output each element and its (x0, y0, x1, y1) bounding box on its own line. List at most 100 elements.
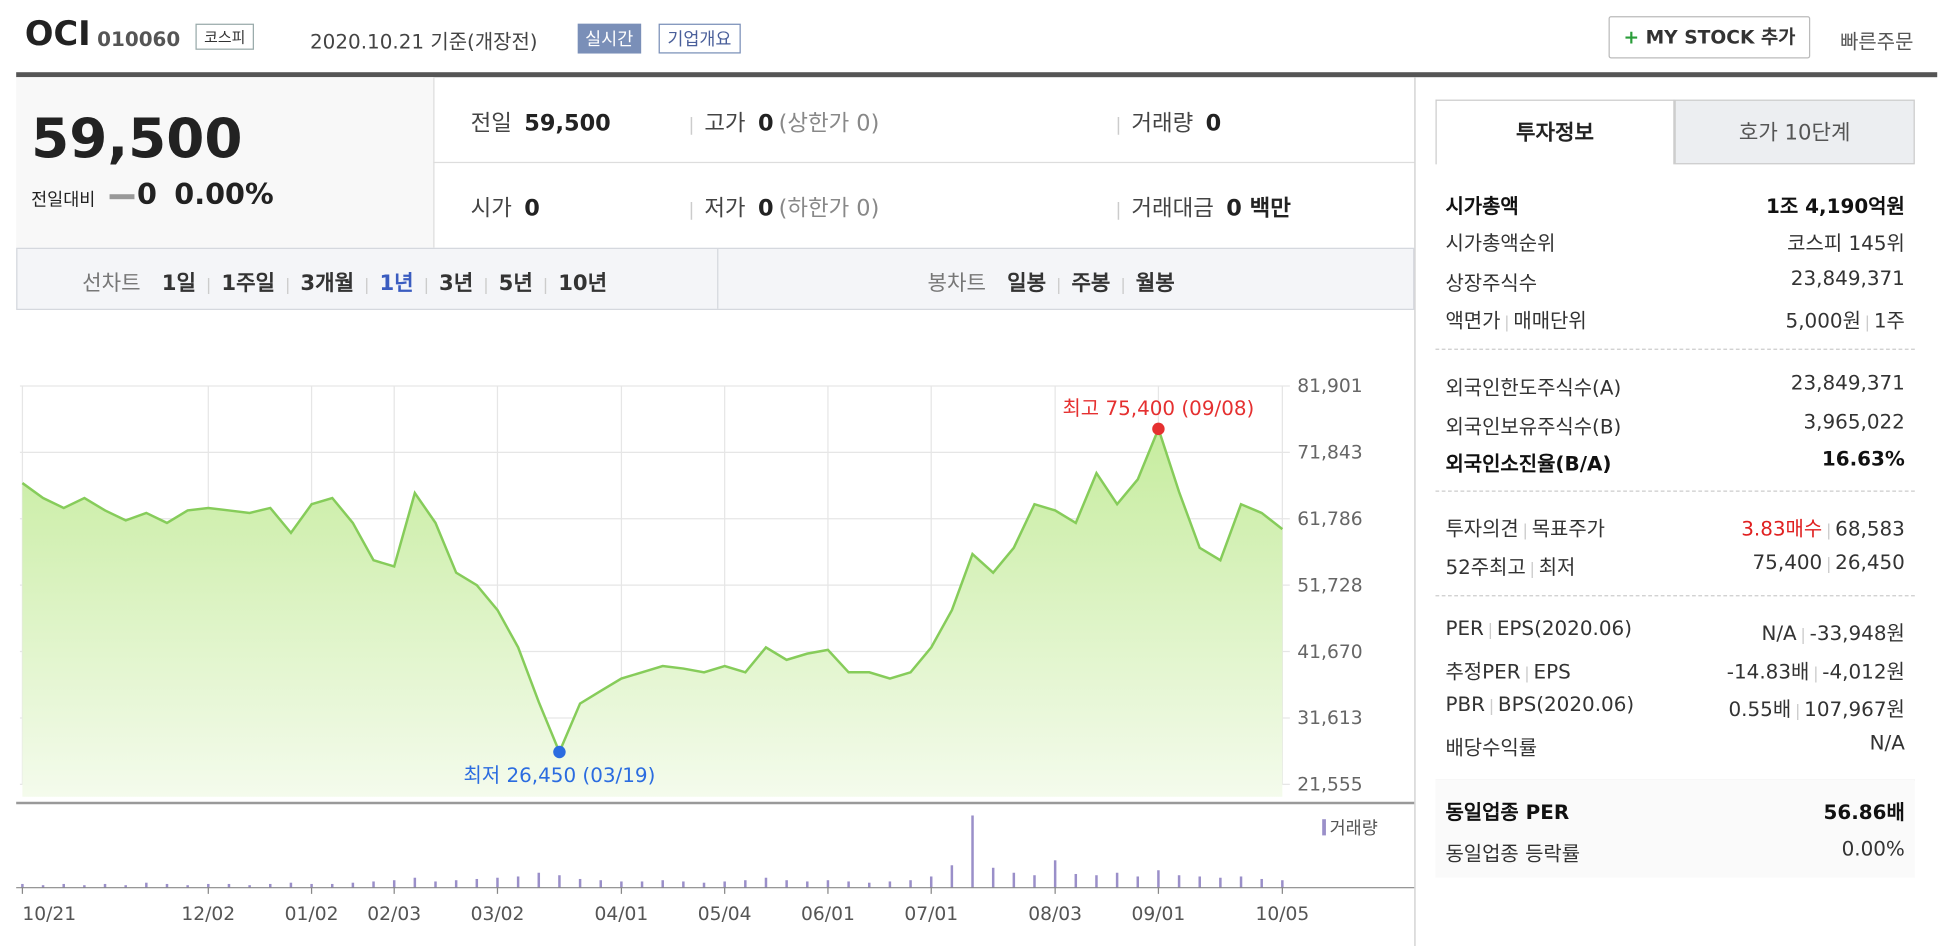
mystock-button[interactable]: + MY STOCK 추가 (1608, 16, 1811, 59)
volume-bar (269, 883, 272, 888)
x-tick-label: 03/02 (471, 904, 525, 925)
separator: | (1115, 115, 1122, 136)
value-part: 1조 4,190억원 (1766, 194, 1905, 218)
volume-bar (1219, 877, 1222, 888)
high-marker (1152, 422, 1165, 436)
info-value: -14.83배 | -4,012원 (1727, 655, 1905, 685)
info-label: PER | EPS(2020.06) (1445, 616, 1632, 646)
x-tick-label: 02/03 (367, 904, 421, 925)
volume-bar (1239, 876, 1243, 888)
tab[interactable]: 1일 (161, 271, 196, 297)
separator: | (1825, 555, 1832, 574)
realtime-button[interactable]: 실시간 (577, 23, 641, 54)
info-row: 동일업종 PER 56.86배 (1445, 796, 1904, 826)
volume-bar (620, 881, 623, 888)
value-part: 75,400 (1752, 550, 1823, 574)
volume-bar (496, 877, 499, 888)
group-divider (1435, 348, 1915, 350)
market-badge: 코스피 (195, 23, 255, 50)
x-tick-label: 09/01 (1132, 904, 1186, 925)
volume-bar (62, 883, 65, 888)
value-part: N/A (1761, 621, 1797, 645)
separator: | (1864, 313, 1871, 333)
bottom-band (1435, 779, 1915, 878)
label-part: 동일업종 등락률 (1445, 841, 1581, 866)
volume-bar (475, 878, 479, 888)
summary-note: (상한가 0) (778, 110, 880, 137)
tab[interactable]: 일봉 (1007, 271, 1047, 297)
tab-divider (717, 249, 719, 309)
tab[interactable]: 1주일 (221, 271, 276, 297)
low-marker (553, 745, 566, 759)
info-row: 외국인한도주식수(A) 23,849,371 (1445, 371, 1904, 401)
info-row: 투자의견 | 목표주가 3.83매수 | 68,583 (1445, 512, 1904, 542)
tab[interactable]: 1년 (379, 271, 414, 297)
info-value: 코스피 145위 (1787, 227, 1905, 257)
volume-bar (744, 880, 747, 888)
summary-value: 0 (524, 195, 540, 222)
quick-order[interactable]: 빠른주문 (1840, 29, 1914, 54)
info-row: 상장주식수 23,849,371 (1445, 266, 1904, 296)
volume-bar (207, 883, 210, 888)
company-button[interactable]: 기업개요 (658, 23, 741, 54)
group-divider (1435, 490, 1915, 492)
price-line (21, 425, 1284, 756)
info-label: 투자의견 | 목표주가 (1445, 512, 1605, 542)
info-value: 75,400 | 26,450 (1753, 550, 1905, 580)
info-label: 외국인보유주식수(B) (1445, 410, 1621, 440)
label-part: 외국인한도주식수(A) (1445, 375, 1622, 400)
tab[interactable]: 3개월 (300, 271, 355, 297)
summary-label: 거래대금 (1131, 195, 1214, 222)
y-tick-label: 51,728 (1297, 575, 1362, 596)
chart-tabs (16, 247, 1415, 311)
tab[interactable]: 10년 (558, 271, 608, 297)
volume-bar (516, 876, 520, 888)
volume-bar (1033, 875, 1036, 888)
summary-label: 거래량 (1131, 110, 1194, 137)
info-value: 16.63% (1822, 447, 1905, 477)
y-tick-label: 31,613 (1297, 708, 1362, 729)
info-row: 외국인소진율(B/A) 16.63% (1445, 447, 1904, 477)
label-part: 배당수익률 (1445, 735, 1538, 760)
info-label: 외국인소진율(B/A) (1445, 447, 1611, 477)
value-part: 16.63% (1821, 446, 1905, 471)
separator: | (1487, 621, 1494, 640)
volume-bar (723, 881, 726, 888)
tab-active[interactable]: 투자정보 (1435, 99, 1675, 165)
value-part: 107,967원 (1804, 697, 1905, 721)
volume-bar (165, 883, 169, 888)
tab[interactable]: 5년 (498, 271, 533, 297)
tab[interactable]: 월봉 (1135, 271, 1175, 297)
change-label: 전일대비 (31, 190, 96, 211)
value-part: 0.55배 (1728, 697, 1792, 721)
summary-cell: 전일 59,500 (471, 106, 616, 138)
separator: | (688, 115, 695, 136)
label-part: EPS (1533, 659, 1571, 684)
quote-box (16, 77, 435, 248)
flat-icon (109, 194, 135, 200)
volume-bar (929, 876, 933, 888)
separator: | (1488, 697, 1495, 716)
separator: | (423, 276, 430, 296)
value-part: 26,450 (1835, 550, 1905, 574)
summary-cell: | 고가 0 (상한가 0) (688, 106, 879, 138)
volume-bar (351, 882, 355, 888)
label-part: PBR (1445, 692, 1485, 716)
tab[interactable]: 주봉 (1071, 271, 1111, 297)
volume-bar (578, 878, 582, 888)
info-value: 1조 4,190억원 (1766, 189, 1905, 219)
summary-label: 시가 (470, 195, 512, 222)
volume-bar (764, 877, 768, 888)
summary-label: 저가 (704, 195, 746, 222)
info-row: PBR | BPS(2020.06) 0.55배 | 107,967원 (1445, 692, 1904, 722)
info-label: 52주최고 | 최저 (1445, 550, 1575, 580)
volume-bar (1157, 870, 1160, 888)
tab[interactable]: 3년 (439, 271, 474, 297)
volume-bar (413, 877, 417, 888)
volume-bar (640, 881, 644, 888)
tab[interactable]: 호가 10단계 (1674, 99, 1915, 165)
y-tick-label: 71,843 (1297, 443, 1362, 464)
info-value: 56.86배 (1823, 796, 1904, 826)
label-part: 시가총액 (1445, 194, 1519, 218)
